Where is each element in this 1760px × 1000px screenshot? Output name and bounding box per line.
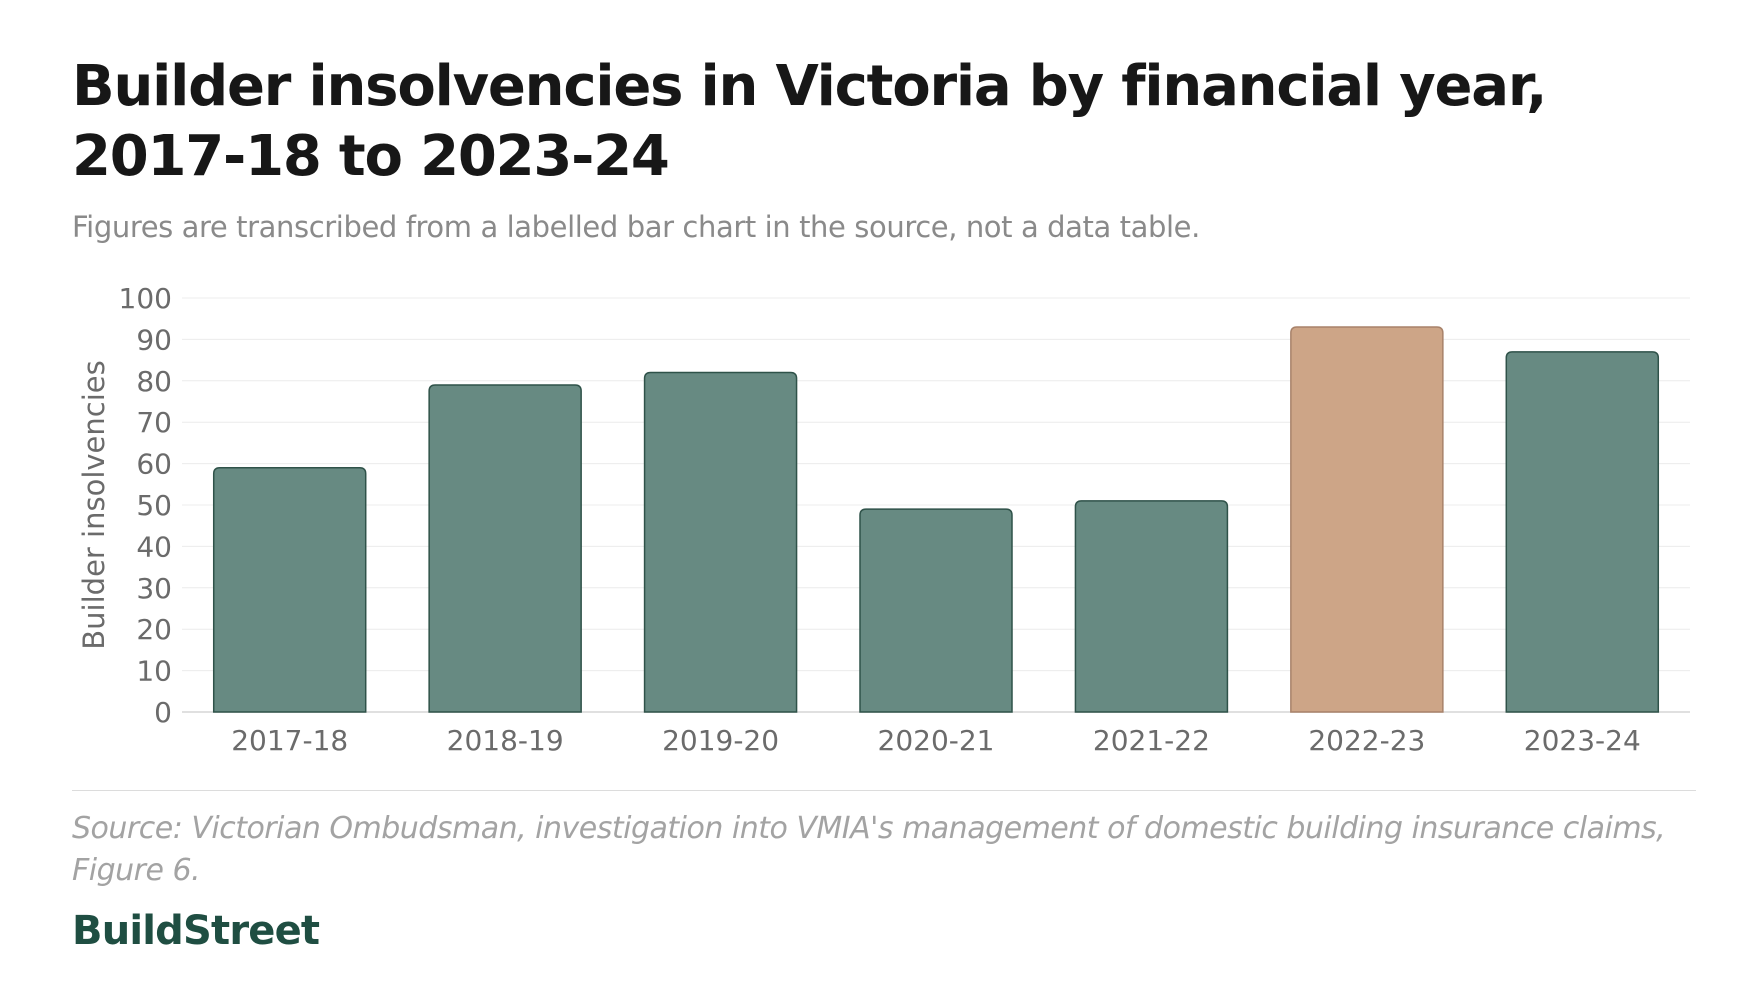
y-tick-label: 30	[136, 572, 172, 605]
brand-logo: BuildStreet	[72, 908, 320, 954]
y-tick-label: 10	[136, 655, 172, 688]
bars	[212, 326, 1660, 713]
x-tick-label: 2021-22	[1093, 724, 1210, 757]
y-tick-label: 0	[154, 696, 172, 729]
bar-2018-19	[428, 384, 582, 713]
y-axis-title: Builder insolvencies	[77, 360, 111, 649]
y-tick-label: 90	[136, 323, 172, 356]
y-tick-label: 40	[136, 530, 172, 563]
y-axis-ticks: 0 10 20 30 40 50 60 70 80 90 100	[119, 282, 172, 729]
y-tick-label: 80	[136, 365, 172, 398]
y-tick-label: 50	[136, 489, 172, 522]
bar-2023-24	[1505, 351, 1660, 713]
bar-2019-20	[643, 371, 798, 713]
bar-2021-22	[1074, 500, 1229, 713]
y-tick-label: 100	[119, 282, 172, 315]
source-note: Source: Victorian Ombudsman, investigati…	[72, 811, 1666, 888]
y-tick-label: 20	[136, 613, 172, 646]
x-axis-ticks: 2017-18 2018-19 2019-20 2020-21 2021-22 2022-…	[231, 724, 1641, 757]
x-tick-label: 2022-23	[1308, 724, 1425, 757]
y-tick-label: 70	[136, 406, 172, 439]
bar-2017-18	[212, 466, 367, 713]
chart-title: Builder insolvencies in Victoria by fina…	[72, 54, 1547, 189]
x-tick-label: 2017-18	[231, 724, 348, 757]
chart-subtitle: Figures are transcribed from a labelled …	[72, 210, 1200, 244]
footer-divider	[72, 790, 1696, 791]
x-tick-label: 2023-24	[1524, 724, 1641, 757]
x-tick-label: 2018-19	[447, 724, 564, 757]
x-tick-label: 2019-20	[662, 724, 779, 757]
y-tick-label: 60	[136, 448, 172, 481]
bar-2020-21	[859, 508, 1013, 713]
x-tick-label: 2020-21	[878, 724, 995, 757]
bar-2022-23	[1290, 326, 1444, 713]
